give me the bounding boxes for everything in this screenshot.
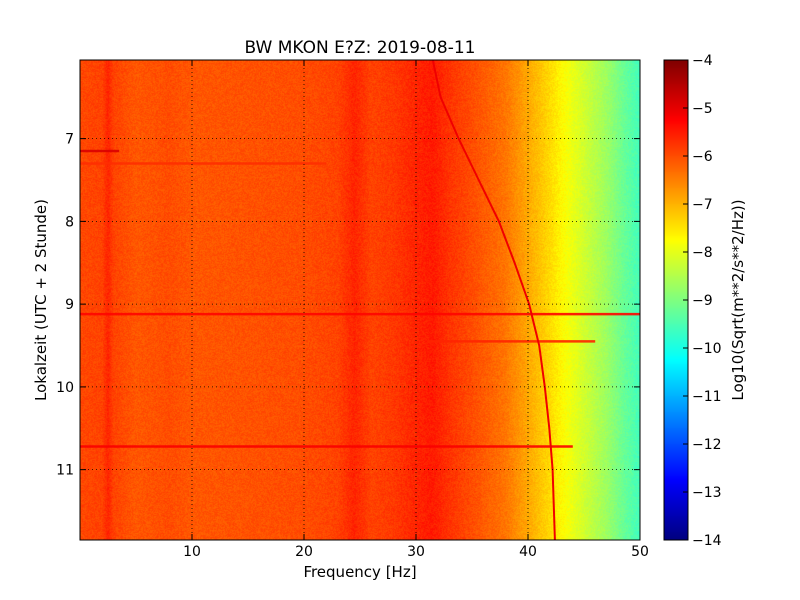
colorbar-tick-label: −6 [692,149,713,165]
y-tick-label: 11 [56,463,74,479]
colorbar-tick-label: −13 [692,485,722,501]
x-tick-label: 10 [183,544,201,560]
y-tick-label: 7 [65,132,74,148]
colorbar-tick-label: −8 [692,245,713,261]
x-tick-label: 30 [407,544,425,560]
colorbar-axis: −4 −5 −6 −7 −8 −9 −10 −11 −12 −13 −14 [683,53,722,549]
colorbar-tick-label: −12 [692,437,722,453]
x-axis: 10 20 30 40 50 [183,60,649,560]
x-tick-label: 20 [295,544,313,560]
colorbar-tick-label: −9 [692,293,713,309]
tremor-line [431,60,556,540]
colorbar-tick-label: −10 [692,341,722,357]
y-tick-label: 10 [56,380,74,396]
y-axis: 7 8 9 10 11 [56,132,640,479]
colorbar-tick-label: −5 [692,101,713,117]
x-tick-label: 50 [631,544,649,560]
y-tick-label: 8 [65,214,74,230]
x-axis-label: Frequency [Hz] [303,563,416,581]
x-tick-label: 40 [519,544,537,560]
chart-title: BW MKON E?Z: 2019-08-11 [245,38,476,58]
colorbar-tick-label: −4 [692,53,713,69]
heatmap-image [80,60,640,540]
grid-lines [80,60,640,540]
plot-frame [79,59,641,541]
colorbar-tick-label: −7 [692,197,713,213]
y-axis-label: Lokalzeit (UTC + 2 Stunde) [32,199,50,401]
colorbar-tick-label: −11 [692,389,722,405]
colorbar-label: Log10(Sqrt(m**2/s**2/Hz)) [729,199,747,400]
colorbar-tick-label: −14 [692,533,722,549]
tremor-overlay [80,60,640,540]
y-tick-label: 9 [65,297,74,313]
